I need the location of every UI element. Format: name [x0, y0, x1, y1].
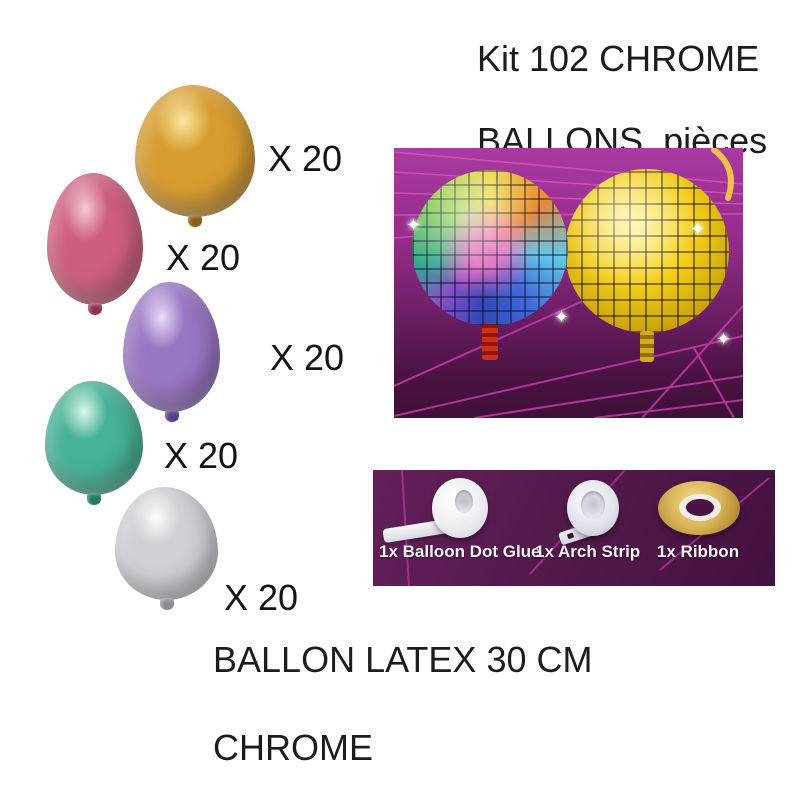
- dot-glue-hole: [455, 490, 473, 513]
- chrome-balloon-silver: [115, 487, 218, 600]
- product-subtitle: BALLON LATEX 30 CM CHROME: [213, 638, 592, 770]
- chrome-balloon-pink: [47, 173, 143, 305]
- ribbon-hole: [686, 499, 714, 516]
- quantity-label-gold: X 20: [268, 138, 343, 179]
- sparkle-icon: ✦: [554, 307, 570, 327]
- gold-disco-balloon: [565, 169, 729, 333]
- quantity-label-purple: X 20: [270, 337, 345, 378]
- sparkle-icon: ✦: [690, 219, 706, 239]
- sparkle-icon: ✦: [406, 215, 422, 235]
- disco-balloons-photo: ✦ ✦ ✦ ✦ 1PCS 22inch 1PCS 22inch: [394, 148, 743, 418]
- chrome-balloon-purple: [123, 282, 220, 412]
- moon-icon: [711, 148, 734, 201]
- gold-balloon-tail: [640, 331, 654, 362]
- footer-line2: CHROME: [213, 727, 373, 768]
- title-line1: Kit 102 CHROME: [477, 38, 760, 79]
- quantity-label-pink: X 20: [166, 237, 241, 278]
- footer-line1: BALLON LATEX 30 CM: [213, 639, 593, 680]
- accessory-label-dot-glue: 1x Balloon Dot Glue: [379, 542, 541, 561]
- chrome-balloon-gold: [135, 85, 255, 217]
- product-title: Kit 102 CHROME BALLONS pièces: [477, 38, 777, 161]
- accessory-label-ribbon: 1x Ribbon: [656, 542, 740, 561]
- quantity-label-silver: X 20: [224, 577, 299, 618]
- accessory-label-arch-strip: 1x Arch Strip: [535, 542, 641, 561]
- quantity-label-green: X 20: [164, 435, 239, 476]
- chrome-balloon-green: [45, 381, 143, 495]
- multicolor-balloon-tail: [482, 324, 498, 360]
- multicolor-disco-balloon: [412, 170, 568, 326]
- accessories-photo: 1x Balloon Dot Glue 1x Arch Strip 1x Rib…: [373, 470, 775, 586]
- arch-strip-hole: [581, 491, 605, 519]
- sparkle-icon: ✦: [716, 329, 732, 349]
